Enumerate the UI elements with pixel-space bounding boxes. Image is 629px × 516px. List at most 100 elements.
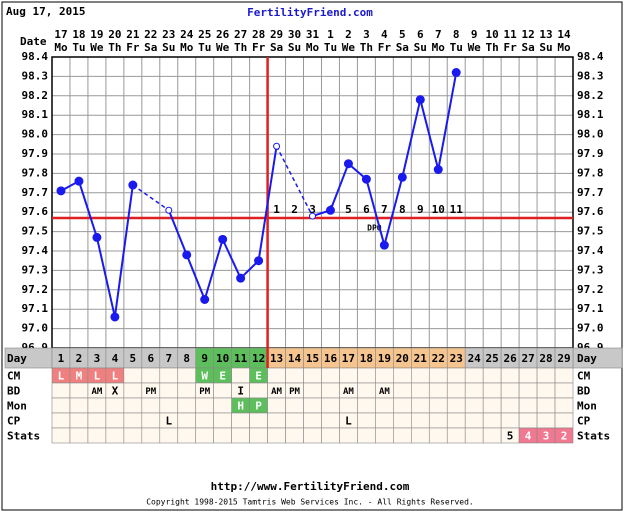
y-tick-label-right: 98.1 bbox=[577, 108, 604, 121]
dpo-number: 5 bbox=[345, 203, 352, 216]
y-tick-label-right: 97.4 bbox=[577, 244, 604, 257]
table-cell bbox=[69, 397, 89, 414]
y-tick-label-right: 98.0 bbox=[577, 128, 604, 141]
table-cell bbox=[267, 427, 286, 444]
date-label: 13 bbox=[539, 28, 552, 41]
temp-line bbox=[437, 72, 458, 170]
cell-text: E bbox=[255, 370, 262, 383]
day-number: 24 bbox=[468, 352, 482, 365]
date-label: 5 bbox=[399, 28, 406, 41]
y-tick-label: 97.1 bbox=[22, 302, 49, 315]
table-cell bbox=[177, 412, 197, 429]
footer-url: http://www.FertilityFriend.com bbox=[211, 480, 410, 493]
table-cell bbox=[482, 412, 502, 429]
day-number: 23 bbox=[450, 352, 463, 365]
y-tick-label-right: 97.9 bbox=[577, 147, 604, 160]
day-number: 11 bbox=[234, 352, 248, 365]
table-cell bbox=[159, 397, 179, 414]
table-cell bbox=[69, 412, 89, 429]
table-cell bbox=[51, 397, 71, 414]
row-label: CM bbox=[7, 370, 21, 383]
weekday-label: Fr bbox=[378, 41, 392, 54]
day-number: 26 bbox=[503, 352, 517, 365]
date-label: 3 bbox=[363, 28, 370, 41]
table-cell bbox=[123, 367, 143, 384]
table-cell bbox=[195, 412, 214, 429]
day-number: 19 bbox=[378, 352, 391, 365]
table-cell bbox=[321, 412, 340, 429]
table-cell bbox=[500, 412, 520, 429]
table-cell bbox=[482, 397, 502, 414]
date-label: 21 bbox=[126, 28, 140, 41]
weekday-label: Su bbox=[162, 41, 175, 54]
cell-text: I bbox=[237, 385, 244, 398]
date-label: 30 bbox=[288, 28, 301, 41]
table-cell bbox=[159, 382, 179, 399]
y-tick-label-right: 98.4 bbox=[577, 50, 604, 63]
table-cell bbox=[375, 412, 394, 429]
table-cell bbox=[177, 397, 197, 414]
table-cell bbox=[536, 382, 556, 399]
table-cell bbox=[411, 367, 430, 384]
temp-point bbox=[56, 186, 66, 196]
table-cell bbox=[357, 367, 376, 384]
cell-text: 2 bbox=[561, 430, 568, 443]
weekday-label: Su bbox=[539, 41, 552, 54]
table-cell bbox=[518, 382, 538, 399]
table-cell bbox=[357, 397, 376, 414]
table-cell bbox=[375, 427, 394, 444]
temp-point bbox=[343, 159, 353, 169]
y-tick-label: 97.2 bbox=[22, 283, 49, 296]
y-tick-label: 97.8 bbox=[22, 166, 49, 179]
cell-text: PM bbox=[289, 387, 300, 397]
dpo-number: 2 bbox=[291, 203, 298, 216]
table-cell bbox=[141, 397, 161, 414]
cell-text: L bbox=[112, 370, 119, 383]
temp-line bbox=[77, 180, 98, 238]
table-cell bbox=[357, 382, 376, 399]
y-tick-label-right: 97.6 bbox=[577, 205, 604, 218]
table-cell bbox=[428, 382, 448, 399]
weekday-label: Mo bbox=[432, 41, 446, 54]
table-cell bbox=[303, 427, 322, 444]
row-label: Day bbox=[7, 352, 27, 365]
table-cell bbox=[141, 412, 161, 429]
date-label: 6 bbox=[417, 28, 424, 41]
temp-point-hollow bbox=[273, 142, 281, 150]
table-cell bbox=[177, 367, 197, 384]
table-cell bbox=[303, 412, 322, 429]
cell-text: L bbox=[345, 415, 352, 428]
weekday-label: Tu bbox=[450, 41, 463, 54]
table-cell bbox=[87, 427, 107, 444]
date-label: 14 bbox=[557, 28, 571, 41]
cell-text: PM bbox=[145, 387, 156, 397]
weekday-label: Mo bbox=[557, 41, 571, 54]
y-tick-label: 98.1 bbox=[22, 108, 49, 121]
day-number: 13 bbox=[270, 352, 283, 365]
temp-point bbox=[92, 232, 102, 242]
table-cell bbox=[393, 427, 412, 444]
weekday-label: Su bbox=[288, 41, 301, 54]
weekday-label: We bbox=[90, 41, 104, 54]
temp-point-hollow bbox=[309, 212, 316, 220]
weekday-label: Th bbox=[360, 41, 373, 54]
y-tick-label-right: 97.5 bbox=[577, 225, 604, 238]
weekday-label: Th bbox=[108, 41, 121, 54]
date-label: 23 bbox=[162, 28, 175, 41]
date-label: 7 bbox=[435, 28, 442, 41]
table-cell bbox=[177, 382, 197, 399]
date-label: 27 bbox=[234, 28, 247, 41]
row-label: Mon bbox=[7, 400, 27, 413]
table-cell bbox=[123, 427, 143, 444]
chart-date: Aug 17, 2015 bbox=[6, 5, 85, 18]
row-label-right: CP bbox=[577, 415, 591, 428]
table-cell bbox=[285, 427, 304, 444]
date-label: Date bbox=[20, 35, 47, 48]
dpo-number: 10 bbox=[432, 203, 445, 216]
cell-text: AM bbox=[271, 387, 282, 397]
dpo-number: 11 bbox=[450, 203, 464, 216]
cell-text: L bbox=[94, 370, 101, 383]
table-cell bbox=[231, 412, 250, 429]
temp-point bbox=[325, 205, 335, 215]
table-cell bbox=[285, 367, 304, 384]
